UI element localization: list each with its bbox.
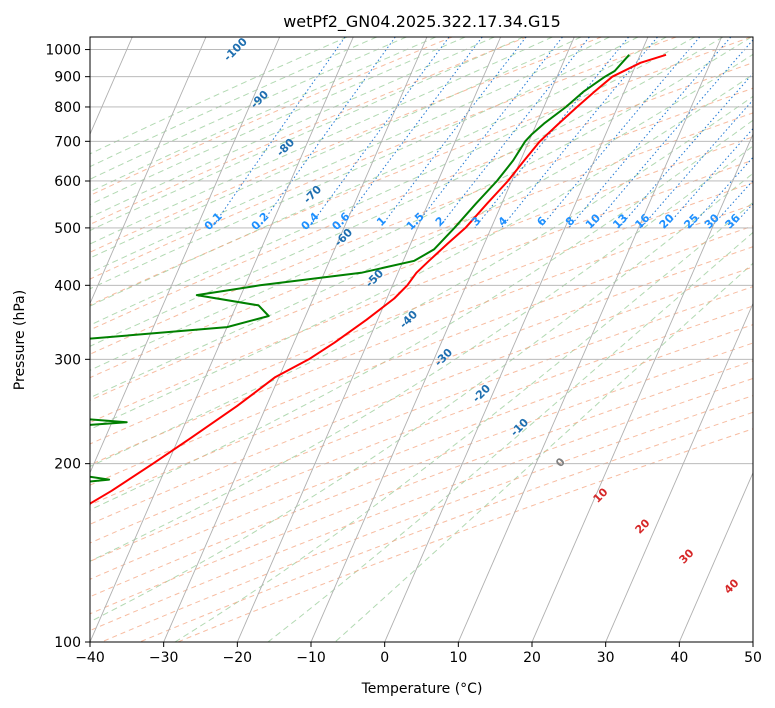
mixing-ratio-line — [539, 37, 701, 229]
isotherm-line — [163, 37, 428, 642]
dry-adiabat-line — [90, 112, 753, 379]
y-tick-label: 900 — [54, 70, 81, 86]
y-tick-label: 800 — [54, 100, 81, 116]
dry-adiabat-line — [90, 87, 753, 355]
dry-adiabat-line — [90, 37, 677, 280]
moist-adiabat-line — [90, 53, 753, 399]
y-axis-ticks: 100 200 300 400 500 600 700 800 900 1000 — [45, 43, 90, 651]
dry-adiabat-line — [90, 37, 453, 197]
x-tick-label: −40 — [75, 650, 105, 666]
isotherm-line — [90, 37, 354, 642]
x-tick-label: 0 — [380, 650, 389, 666]
y-tick-label: 400 — [54, 278, 81, 294]
mixing-ratio-line — [338, 37, 483, 229]
chart-title: wetPf2_GN04.2025.322.17.34.G15 — [283, 12, 561, 32]
mixing-ratio-line — [640, 99, 753, 229]
isotherm-line — [310, 37, 575, 642]
isobar-gridlines — [90, 49, 753, 642]
y-tick-label: 100 — [54, 635, 81, 651]
moist-adiabat-line — [267, 231, 753, 642]
dewpoint-profile-line — [90, 54, 630, 483]
plot-background — [90, 37, 753, 642]
moist-adiabat-line — [90, 37, 639, 290]
isotherm-line — [457, 37, 723, 642]
dry-adiabat-line — [90, 305, 753, 562]
y-tick-label: 300 — [54, 352, 81, 368]
moist-adiabat-line — [90, 37, 553, 245]
mixing-ratio-line — [710, 179, 753, 229]
dry-adiabat-line — [90, 286, 753, 544]
moist-adiabat-line — [90, 37, 407, 180]
mixing-ratio-lines — [211, 37, 753, 229]
isotherm-line — [605, 302, 753, 642]
dry-adiabat-line — [90, 159, 753, 424]
isotherm-line — [90, 37, 207, 305]
moist-adiabat-line — [90, 37, 667, 307]
y-tick-label: 200 — [54, 457, 81, 473]
x-tick-label: 40 — [670, 650, 688, 666]
mixing-ratio-line — [438, 37, 590, 229]
y-tick-label: 600 — [54, 174, 81, 190]
temperature-profile-line — [90, 53, 667, 505]
moist-adiabat-line — [90, 37, 495, 218]
isotherm-line — [531, 133, 753, 642]
dry-adiabats — [90, 37, 753, 642]
mixing-ratio-line — [618, 72, 753, 229]
dry-adiabat-line — [90, 342, 753, 598]
mixing-ratio-line — [211, 37, 346, 229]
isotherm-line — [678, 471, 753, 642]
x-tick-label: 10 — [449, 650, 467, 666]
moist-adiabat-line — [90, 37, 348, 155]
isotherm-line — [236, 37, 502, 642]
plot-frame — [89, 36, 754, 643]
dry-adiabat-line — [90, 204, 753, 466]
moist-adiabat-line — [334, 262, 753, 642]
skewed-isotherms — [90, 37, 753, 642]
dry-adiabat-line — [90, 37, 602, 253]
y-tick-label: 1000 — [45, 43, 81, 59]
moist-adiabat-line — [90, 73, 753, 430]
x-axis-ticks: −40 −30 −20 −10 0 10 20 30 40 50 — [75, 642, 762, 666]
mixing-ratio-line — [258, 37, 396, 229]
isotherm-line — [90, 37, 281, 474]
dry-adiabat-line — [90, 246, 753, 506]
moist-adiabat-line — [90, 37, 582, 259]
moist-adiabat-line — [90, 145, 753, 562]
dry-adiabat-line — [90, 136, 753, 401]
moist-adiabat-line — [90, 95, 753, 468]
moist-adiabats — [90, 37, 753, 642]
y-tick-label: 500 — [54, 221, 81, 237]
mixing-ratio-line — [474, 37, 629, 229]
x-tick-label: 50 — [744, 650, 762, 666]
y-axis-label: Pressure (hPa) — [12, 290, 28, 390]
moist-adiabat-line — [90, 37, 377, 168]
dry-adiabat-line — [90, 37, 527, 225]
mixing-ratio-line — [308, 37, 450, 229]
x-tick-label: −10 — [296, 650, 326, 666]
x-tick-label: −20 — [223, 650, 253, 666]
mixing-ratio-line — [501, 37, 658, 229]
x-tick-label: 20 — [523, 650, 541, 666]
profile-series — [90, 53, 667, 505]
x-tick-label: 30 — [597, 650, 615, 666]
moist-adiabat-line — [90, 37, 466, 206]
x-tick-label: −30 — [149, 650, 179, 666]
moist-adiabat-line — [90, 37, 752, 371]
x-axis-label: Temperature (°C) — [361, 681, 483, 697]
moist-adiabat-line — [90, 37, 610, 274]
moist-adiabat-line — [90, 37, 524, 232]
moist-adiabat-line — [90, 37, 724, 347]
moist-adiabat-line — [90, 119, 753, 511]
dry-adiabat-line — [90, 62, 753, 331]
dry-adiabat-line — [101, 395, 753, 642]
y-tick-label: 700 — [54, 134, 81, 150]
moist-adiabat-line — [90, 37, 436, 193]
isotherm-line — [384, 37, 649, 642]
